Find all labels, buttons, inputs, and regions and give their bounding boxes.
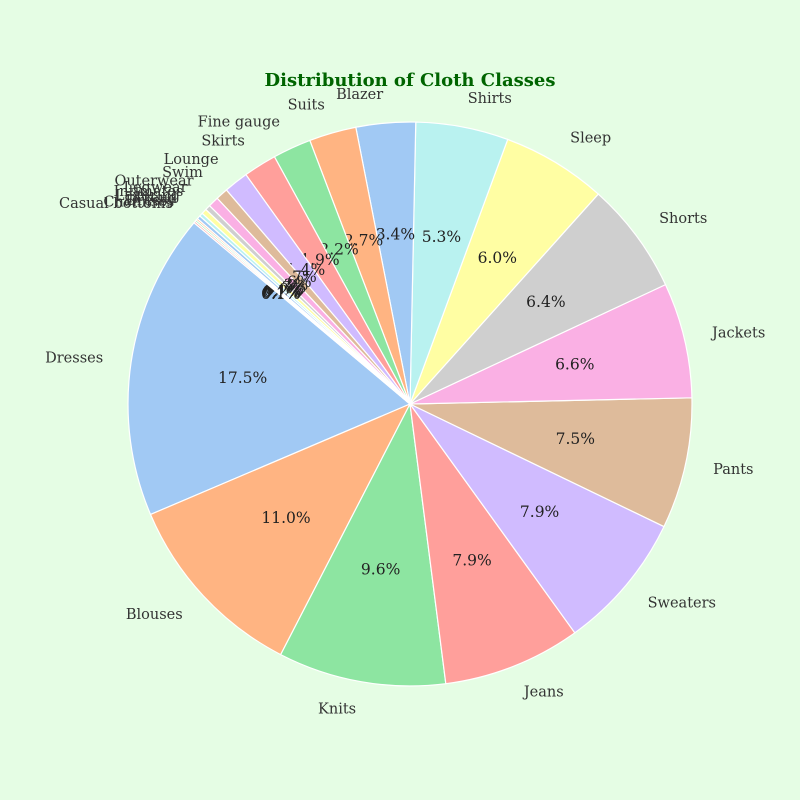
slice-percent-dresses: 17.5% (218, 369, 267, 387)
slice-label-casual-bottoms: Casual bottoms (59, 196, 173, 212)
chart-title: Distribution of Cloth Classes (264, 70, 556, 91)
slice-percent-blouses: 11.0% (261, 509, 310, 527)
slice-percent-jeans: 7.9% (452, 551, 491, 569)
pie-slice-dresses (127, 221, 412, 516)
pie-slice-blouses (149, 402, 412, 656)
slice-label-fine-gauge: Fine gauge (198, 114, 280, 130)
slice-percent-knits: 9.6% (361, 561, 400, 579)
slice-label-outerwear: Outerwear (114, 174, 193, 190)
slice-label-chemises: Chemises (103, 194, 174, 210)
slice-label-swim: Swim (162, 165, 203, 181)
slice-percent-shirts: 5.3% (422, 228, 461, 246)
slice-percent-fine-gauge: 2.2% (319, 240, 358, 258)
pie-slice-jackets (409, 283, 693, 405)
slice-label-trend: Trend (134, 191, 178, 207)
slice-label-knits: Knits (318, 701, 356, 717)
slice-percent-jackets: 6.6% (555, 355, 594, 373)
slice-label-shirts: Shirts (468, 91, 512, 107)
slice-label-skirts: Skirts (201, 133, 245, 149)
slice-percent-shorts: 6.4% (526, 293, 565, 311)
slice-percent-sleep: 6.0% (478, 249, 517, 267)
slice-label-suits: Suits (288, 98, 325, 114)
slice-percent-sweaters: 7.9% (520, 503, 559, 521)
slice-percent-suits: 2.7% (344, 231, 383, 249)
pie-slice-pants (409, 397, 693, 528)
pie-slice-casual-bottoms (193, 220, 411, 405)
slice-percent-blazer: 3.4% (376, 225, 415, 243)
slice-label-legwear: Legwear (123, 180, 187, 196)
slice-label-blouses: Blouses (126, 607, 183, 623)
pie-slice-shorts (409, 193, 667, 405)
slice-label-blazer: Blazer (336, 87, 383, 103)
slice-label-shorts: Shorts (659, 211, 707, 227)
slice-label-pants: Pants (713, 462, 753, 478)
slice-label-intimates: Intimates (114, 184, 184, 200)
slice-percent-pants: 7.5% (556, 430, 595, 448)
slice-label-dressy: Dressy (125, 193, 176, 209)
slice-label-sweaters: Sweaters (648, 595, 716, 611)
slice-percent-casual-bottoms: 0.1% (261, 285, 300, 303)
slice-label-sleep: Sleep (570, 130, 611, 146)
pie-slice-knits (279, 402, 447, 687)
pie-slice-jeans (409, 403, 576, 685)
slice-label-jackets: Jackets (710, 325, 765, 341)
slice-label-lounge: Lounge (164, 152, 219, 168)
pie-slice-sweaters (409, 403, 665, 634)
slice-label-jeans: Jeans (522, 685, 564, 701)
slice-label-dresses: Dresses (45, 350, 103, 366)
slice-label-layering: Layering (115, 188, 180, 204)
